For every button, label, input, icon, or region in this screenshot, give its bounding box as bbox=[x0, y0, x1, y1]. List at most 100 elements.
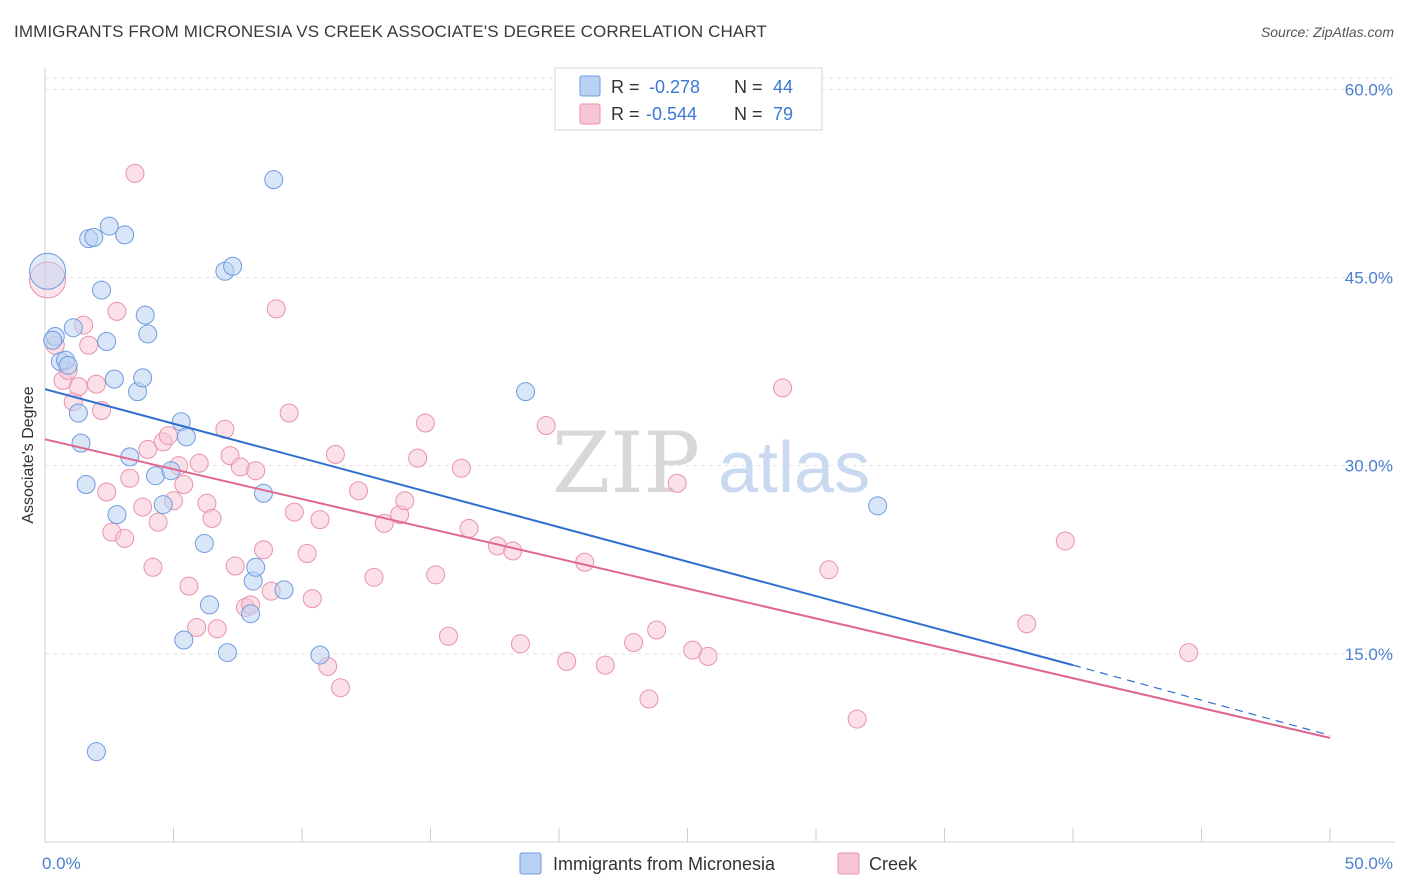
creek-point bbox=[624, 633, 644, 653]
creek-point bbox=[138, 439, 158, 459]
creek-point bbox=[143, 557, 163, 577]
creek-point bbox=[189, 453, 209, 473]
trend-line-micronesia bbox=[44, 388, 1074, 667]
micronesia-point bbox=[29, 252, 67, 290]
legend-box: R = -0.278 N = 44 R = -0.544 N = 79 bbox=[554, 67, 823, 131]
creek-point bbox=[1055, 531, 1075, 551]
micronesia-point bbox=[97, 331, 117, 351]
creek-point bbox=[297, 543, 317, 563]
creek-point bbox=[29, 261, 67, 299]
y-tick-label-15: 15.0% bbox=[1345, 645, 1393, 664]
creek-point bbox=[510, 634, 530, 654]
micronesia-point bbox=[199, 595, 219, 615]
x-tick-label-max: 50.0% bbox=[1345, 854, 1393, 873]
creek-point bbox=[97, 482, 117, 502]
creek-point bbox=[819, 560, 839, 580]
bottom-legend-swatch-creek bbox=[837, 852, 860, 875]
micronesia-point bbox=[43, 330, 63, 350]
legend-n-label-2: N = bbox=[734, 104, 768, 124]
creek-point bbox=[279, 403, 299, 423]
creek-point bbox=[225, 556, 245, 576]
micronesia-point bbox=[107, 505, 127, 525]
creek-point bbox=[107, 301, 127, 321]
micronesia-point bbox=[58, 355, 78, 375]
micronesia-point bbox=[138, 324, 158, 344]
micronesia-point bbox=[76, 474, 96, 494]
legend-r-label-2: R = bbox=[611, 104, 645, 124]
creek-point bbox=[284, 502, 304, 522]
creek-point bbox=[253, 540, 273, 560]
micronesia-point bbox=[217, 643, 237, 663]
creek-point bbox=[1017, 614, 1037, 634]
micronesia-point bbox=[253, 483, 273, 503]
legend-n-label-1: N = bbox=[734, 77, 768, 97]
creek-point bbox=[120, 468, 140, 488]
micronesia-point bbox=[194, 533, 214, 553]
creek-point bbox=[325, 444, 345, 464]
creek-point bbox=[86, 374, 106, 394]
creek-point bbox=[639, 689, 659, 709]
micronesia-point bbox=[223, 256, 243, 276]
creek-point bbox=[310, 510, 330, 530]
micronesia-point bbox=[241, 604, 261, 624]
x-tick-label-min: 0.0% bbox=[42, 854, 81, 873]
micronesia-point bbox=[153, 495, 173, 515]
micronesia-point bbox=[63, 318, 83, 338]
creek-point bbox=[503, 541, 523, 561]
watermark-atlas: atlas bbox=[718, 428, 870, 508]
creek-point bbox=[847, 709, 867, 729]
micronesia-point bbox=[84, 227, 104, 247]
creek-point bbox=[179, 576, 199, 596]
creek-point bbox=[667, 473, 687, 493]
creek-point bbox=[202, 508, 222, 528]
micronesia-point bbox=[68, 403, 88, 423]
creek-point bbox=[148, 512, 168, 532]
creek-point bbox=[174, 474, 194, 494]
creek-point bbox=[647, 620, 667, 640]
series-micronesia-points bbox=[29, 170, 888, 762]
creek-point bbox=[438, 626, 458, 646]
watermark-zip: ZIP bbox=[552, 414, 700, 512]
y-tick-label-45: 45.0% bbox=[1345, 269, 1393, 288]
y-tick-label-30: 30.0% bbox=[1345, 457, 1393, 476]
creek-point bbox=[536, 416, 556, 436]
micronesia-point bbox=[868, 496, 888, 516]
micronesia-point bbox=[246, 557, 266, 577]
creek-point bbox=[68, 377, 88, 397]
x-axis-ticks bbox=[44, 828, 1331, 842]
micronesia-point bbox=[274, 580, 294, 600]
axes bbox=[44, 68, 1395, 843]
micronesia-point bbox=[310, 645, 330, 665]
micronesia-point bbox=[135, 305, 155, 325]
creek-point bbox=[133, 497, 153, 517]
creek-point bbox=[595, 655, 615, 675]
micronesia-point bbox=[99, 216, 119, 236]
micronesia-point bbox=[133, 368, 153, 388]
creek-point bbox=[698, 646, 718, 666]
creek-point bbox=[1179, 643, 1199, 663]
watermark: ZIP atlas bbox=[552, 414, 870, 512]
trend-lines bbox=[44, 388, 1331, 739]
legend-swatch-creek bbox=[579, 103, 601, 125]
creek-point bbox=[773, 378, 793, 398]
bottom-legend-label-creek: Creek bbox=[869, 854, 918, 874]
creek-point bbox=[207, 619, 227, 639]
legend-r-label-1: R = bbox=[611, 77, 645, 97]
micronesia-point bbox=[174, 630, 194, 650]
creek-point bbox=[331, 678, 351, 698]
creek-point bbox=[115, 528, 135, 548]
bottom-legend-swatch-micronesia bbox=[519, 852, 542, 875]
creek-point bbox=[426, 565, 446, 585]
bottom-legend: Immigrants from Micronesia Creek bbox=[519, 852, 918, 875]
creek-point bbox=[187, 617, 207, 637]
micronesia-point bbox=[176, 427, 196, 447]
creek-point bbox=[302, 589, 322, 609]
y-axis-tick-labels: 15.0% 30.0% 45.0% 60.0% bbox=[1345, 80, 1393, 663]
creek-point bbox=[451, 458, 471, 478]
legend-r-value-1: -0.278 bbox=[649, 77, 700, 97]
bottom-legend-label-micronesia: Immigrants from Micronesia bbox=[553, 854, 776, 874]
creek-point bbox=[79, 335, 99, 355]
creek-point bbox=[557, 651, 577, 671]
micronesia-point bbox=[264, 170, 284, 190]
